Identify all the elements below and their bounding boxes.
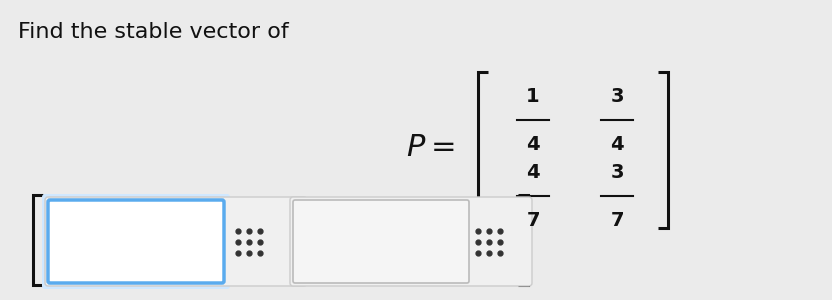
- Text: 3: 3: [610, 88, 624, 106]
- Text: $P=$: $P=$: [406, 134, 455, 163]
- FancyBboxPatch shape: [45, 197, 307, 286]
- Text: 1: 1: [526, 88, 540, 106]
- Text: 7: 7: [610, 211, 624, 230]
- Text: 7: 7: [527, 211, 540, 230]
- Text: Find the stable vector of: Find the stable vector of: [18, 22, 289, 42]
- Text: 4: 4: [610, 136, 624, 154]
- FancyBboxPatch shape: [293, 200, 469, 283]
- Text: 4: 4: [526, 136, 540, 154]
- Text: 4: 4: [526, 163, 540, 182]
- Text: 3: 3: [610, 163, 624, 182]
- FancyBboxPatch shape: [42, 194, 230, 289]
- FancyBboxPatch shape: [290, 197, 532, 286]
- FancyBboxPatch shape: [48, 200, 224, 283]
